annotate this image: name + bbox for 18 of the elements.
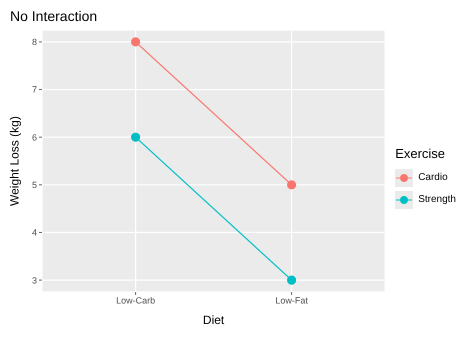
point: [286, 180, 296, 190]
y-tick-label: 3: [32, 275, 37, 286]
legend-label: Cardio: [418, 172, 448, 183]
y-tick-label: 6: [32, 132, 37, 142]
x-tick-label: Low-Fat: [275, 295, 308, 306]
x-tick-label: Low-Carb: [116, 295, 156, 306]
y-tick-label: 5: [32, 180, 37, 190]
x-axis-title: Diet: [202, 313, 225, 327]
y-tick-label: 7: [32, 84, 37, 95]
chart-title: No Interaction: [9, 8, 98, 26]
point: [130, 37, 140, 47]
legend-title: Exercise: [395, 146, 446, 160]
y-tick-label: 8: [32, 37, 37, 48]
legend-label: Strength: [418, 194, 456, 205]
point: [286, 275, 296, 285]
y-axis-title: Weight Loss (kg): [7, 116, 22, 206]
y-tick-label: 4: [32, 228, 37, 238]
point: [130, 132, 140, 142]
